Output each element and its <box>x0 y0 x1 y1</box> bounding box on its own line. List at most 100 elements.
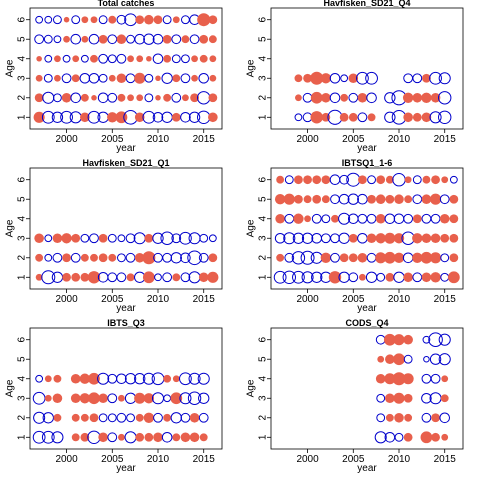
bubble-positive <box>53 374 62 383</box>
bubble-positive <box>135 413 144 422</box>
bubble-positive <box>116 73 127 84</box>
bubble-negative <box>87 430 101 444</box>
y-tick-label: 1 <box>258 274 269 280</box>
y-tick-label: 3 <box>258 75 269 81</box>
bubble-negative <box>107 413 117 423</box>
bubble-positive <box>431 413 440 423</box>
x-tick-label: 2005 <box>101 454 124 465</box>
bubble-positive <box>118 433 125 441</box>
bubble-negative <box>134 33 146 45</box>
bubble-positive <box>275 213 285 224</box>
bubble-positive <box>199 34 209 44</box>
bubble-negative <box>438 333 451 346</box>
bubble-negative <box>98 413 108 423</box>
bubble-negative <box>80 54 89 63</box>
plot-frame <box>29 167 223 290</box>
bubble-positive <box>384 373 396 385</box>
bubble-negative <box>42 91 55 104</box>
bubble-negative <box>338 232 350 244</box>
bubble-negative <box>32 430 46 444</box>
bubble-positive <box>357 92 368 103</box>
bubble-positive <box>403 112 413 123</box>
bubble-positive <box>127 55 134 63</box>
bubble-negative <box>53 93 62 103</box>
bubble-positive <box>172 16 180 24</box>
bubble-positive <box>52 233 63 244</box>
bubble-negative <box>338 212 351 225</box>
y-tick-label: 3 <box>258 395 269 401</box>
y-axis-label: Age <box>5 219 16 237</box>
bubble-positive <box>142 271 155 284</box>
x-tick-label: 2015 <box>434 454 457 465</box>
bubble-positive <box>430 252 442 264</box>
bubble-negative <box>357 232 368 244</box>
bubble-negative <box>347 193 359 205</box>
bubble-negative <box>357 193 368 205</box>
x-tick-label: 2000 <box>296 134 319 145</box>
bubble-negative <box>43 34 53 44</box>
bubble-negative <box>107 432 118 443</box>
bubble-positive <box>403 272 413 283</box>
chart-title: IBTSQ1_1-6 <box>342 158 393 168</box>
bubble-positive <box>98 432 108 443</box>
bubble-negative <box>189 34 200 45</box>
x-tick-label: 2010 <box>147 294 170 305</box>
bubble-negative <box>284 213 295 224</box>
bubble-negative <box>180 252 191 264</box>
bubble-negative <box>41 270 56 285</box>
x-tick-label: 2010 <box>388 294 411 305</box>
bubble-positive <box>385 354 395 365</box>
bubble-negative <box>302 92 313 103</box>
bubble-negative <box>124 13 137 27</box>
bubble-positive <box>420 431 433 444</box>
bubble-negative <box>366 92 377 104</box>
bubble-negative <box>153 412 163 423</box>
bubble-negative <box>329 72 341 84</box>
bubble-negative <box>52 252 63 263</box>
y-tick-label: 3 <box>17 395 28 401</box>
bubble-negative <box>88 33 100 45</box>
bubble-positive <box>358 175 367 185</box>
bubble-positive <box>91 95 97 101</box>
bubble-negative <box>301 232 314 244</box>
bubble-negative <box>88 72 100 84</box>
bubble-positive <box>80 272 90 282</box>
bubble-positive <box>384 232 396 244</box>
bubble-positive <box>53 413 62 422</box>
bubble-positive <box>430 193 442 205</box>
bubble-negative <box>198 72 210 84</box>
bubble-positive <box>144 233 154 243</box>
bubble-positive <box>90 16 98 24</box>
bubble-positive <box>294 194 303 204</box>
bubble-positive <box>52 393 63 404</box>
bubble-negative <box>429 353 442 365</box>
bubble-negative <box>439 412 451 424</box>
bubble-negative <box>440 253 450 263</box>
y-tick-label: 4 <box>258 376 269 382</box>
bubble-negative <box>339 174 350 185</box>
bubble-negative <box>32 391 46 405</box>
bubble-positive <box>87 271 101 284</box>
bubble-positive <box>320 252 332 263</box>
bubble-positive <box>283 193 295 205</box>
bubble-positive <box>385 393 395 404</box>
bubble-negative <box>117 253 126 263</box>
bubble-negative <box>376 272 386 282</box>
bubble-negative <box>197 91 211 105</box>
bubble-positive <box>189 412 200 423</box>
chart-title: Total catches <box>98 0 155 8</box>
x-axis-label: year <box>116 143 136 154</box>
bubble-positive <box>134 392 146 404</box>
bubble-negative <box>142 110 156 124</box>
bubble-positive <box>62 253 71 263</box>
bubble-negative <box>179 392 192 405</box>
x-tick-label: 2005 <box>342 294 365 305</box>
bubble-negative <box>283 232 296 245</box>
bubble-positive <box>447 271 460 284</box>
bubble-positive <box>393 353 405 366</box>
bubble-positive <box>385 413 394 422</box>
bubble-positive <box>34 233 44 244</box>
bubble-positive <box>208 35 217 44</box>
bubble-negative <box>340 74 349 83</box>
x-tick-label: 2000 <box>296 294 319 305</box>
